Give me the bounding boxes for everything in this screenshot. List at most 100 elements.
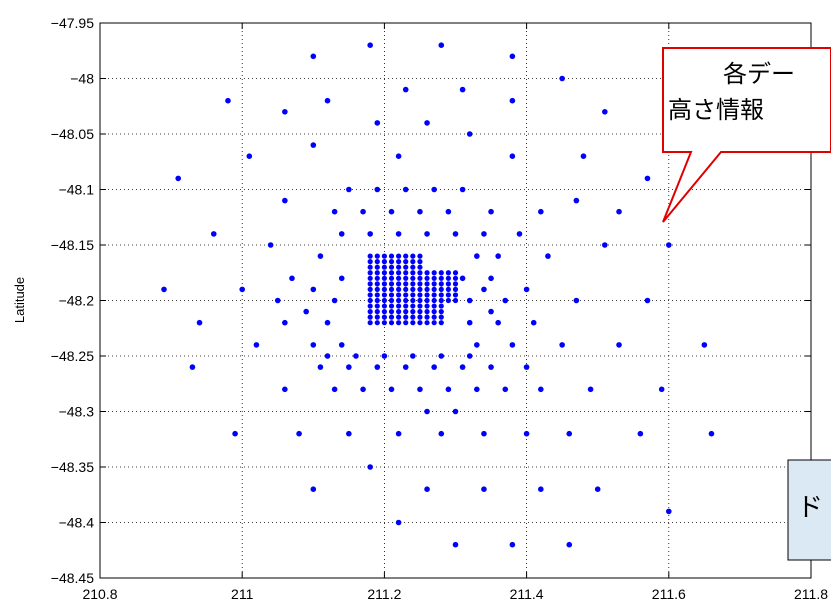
data-point: [324, 97, 331, 104]
data-point: [417, 309, 423, 315]
data-point: [396, 286, 402, 292]
data-point: [388, 286, 395, 292]
data-point: [452, 231, 459, 237]
data-point: [232, 430, 238, 437]
data-point: [466, 319, 473, 326]
data-point: [417, 281, 423, 287]
data-point: [438, 430, 445, 437]
callout-line-2: 高さ情報: [668, 96, 764, 124]
data-point: [445, 286, 451, 292]
data-point: [559, 342, 565, 348]
data-point: [701, 342, 708, 348]
x-tick-label: 211: [231, 586, 254, 602]
data-point: [452, 281, 459, 287]
data-point: [495, 253, 501, 259]
data-point: [438, 320, 444, 326]
data-point: [417, 320, 423, 326]
data-point: [410, 309, 416, 315]
data-point: [395, 153, 402, 159]
data-point: [367, 464, 373, 470]
y-tick-label: −48.25: [51, 348, 94, 364]
data-point: [396, 281, 402, 287]
data-point: [616, 208, 622, 215]
data-point: [410, 275, 416, 281]
data-point: [431, 186, 437, 193]
data-point: [374, 281, 380, 287]
data-point: [161, 286, 167, 293]
data-point: [189, 364, 196, 370]
data-point: [388, 386, 395, 393]
data-point: [410, 286, 416, 292]
data-point: [395, 430, 402, 437]
axis-ticks: 210.8 211 211.2 211.4 211.6 211.8 −47.95 −48 −48…: [51, 15, 828, 602]
data-point: [289, 275, 295, 282]
data-point: [225, 97, 231, 104]
data-point: [431, 309, 437, 315]
data-point: [410, 297, 416, 304]
data-point: [388, 259, 395, 265]
data-point: [403, 253, 409, 259]
data-point: [267, 242, 274, 248]
data-point: [452, 541, 459, 548]
data-point: [381, 303, 387, 309]
data-point: [374, 186, 381, 193]
data-point: [602, 242, 608, 248]
data-point: [445, 386, 452, 393]
data-point: [417, 253, 423, 259]
data-point: [381, 259, 387, 265]
data-point: [538, 208, 544, 215]
data-point: [367, 231, 373, 237]
callout-line-1: 各デー: [723, 60, 795, 88]
data-point: [502, 386, 509, 393]
data-point: [410, 314, 416, 320]
data-point: [310, 142, 317, 148]
data-point: [381, 275, 387, 281]
data-point: [388, 281, 395, 287]
data-point: [452, 286, 459, 292]
data-point: [495, 319, 501, 326]
data-point: [360, 386, 366, 393]
data-point: [396, 270, 402, 276]
data-point: [410, 320, 416, 326]
data-point: [282, 319, 288, 326]
data-point: [310, 53, 317, 60]
data-point: [396, 320, 402, 326]
data-point: [346, 186, 352, 193]
data-point: [367, 297, 373, 304]
data-point: [431, 275, 437, 281]
data-point: [374, 253, 380, 259]
data-point: [509, 541, 516, 548]
data-point: [403, 309, 409, 315]
side-box-text: ド: [797, 493, 823, 523]
data-point: [396, 303, 402, 309]
data-point: [459, 186, 466, 193]
data-point: [403, 286, 409, 292]
data-point: [573, 197, 580, 204]
data-point: [381, 297, 387, 304]
data-point: [367, 314, 373, 320]
y-tick-label: −48.15: [51, 237, 94, 253]
data-point: [239, 286, 245, 293]
data-point: [431, 281, 437, 287]
data-point: [403, 275, 409, 281]
data-point: [417, 286, 423, 292]
callout-bubble: 各デー 高さ情報: [662, 47, 831, 223]
data-point: [367, 281, 373, 287]
data-point: [445, 297, 451, 304]
data-point: [424, 309, 430, 315]
data-point: [459, 86, 466, 93]
data-point: [417, 292, 423, 298]
data-point: [438, 281, 444, 287]
data-point: [509, 342, 516, 348]
data-point: [474, 342, 480, 348]
y-tick-label: −48.05: [51, 126, 94, 142]
data-point: [374, 270, 380, 276]
data-point: [445, 208, 452, 215]
data-point: [410, 259, 416, 265]
data-point: [424, 270, 430, 276]
data-points: [161, 42, 715, 548]
data-point: [644, 175, 651, 182]
data-point: [566, 430, 573, 437]
data-point: [331, 208, 338, 215]
data-point: [438, 42, 445, 48]
